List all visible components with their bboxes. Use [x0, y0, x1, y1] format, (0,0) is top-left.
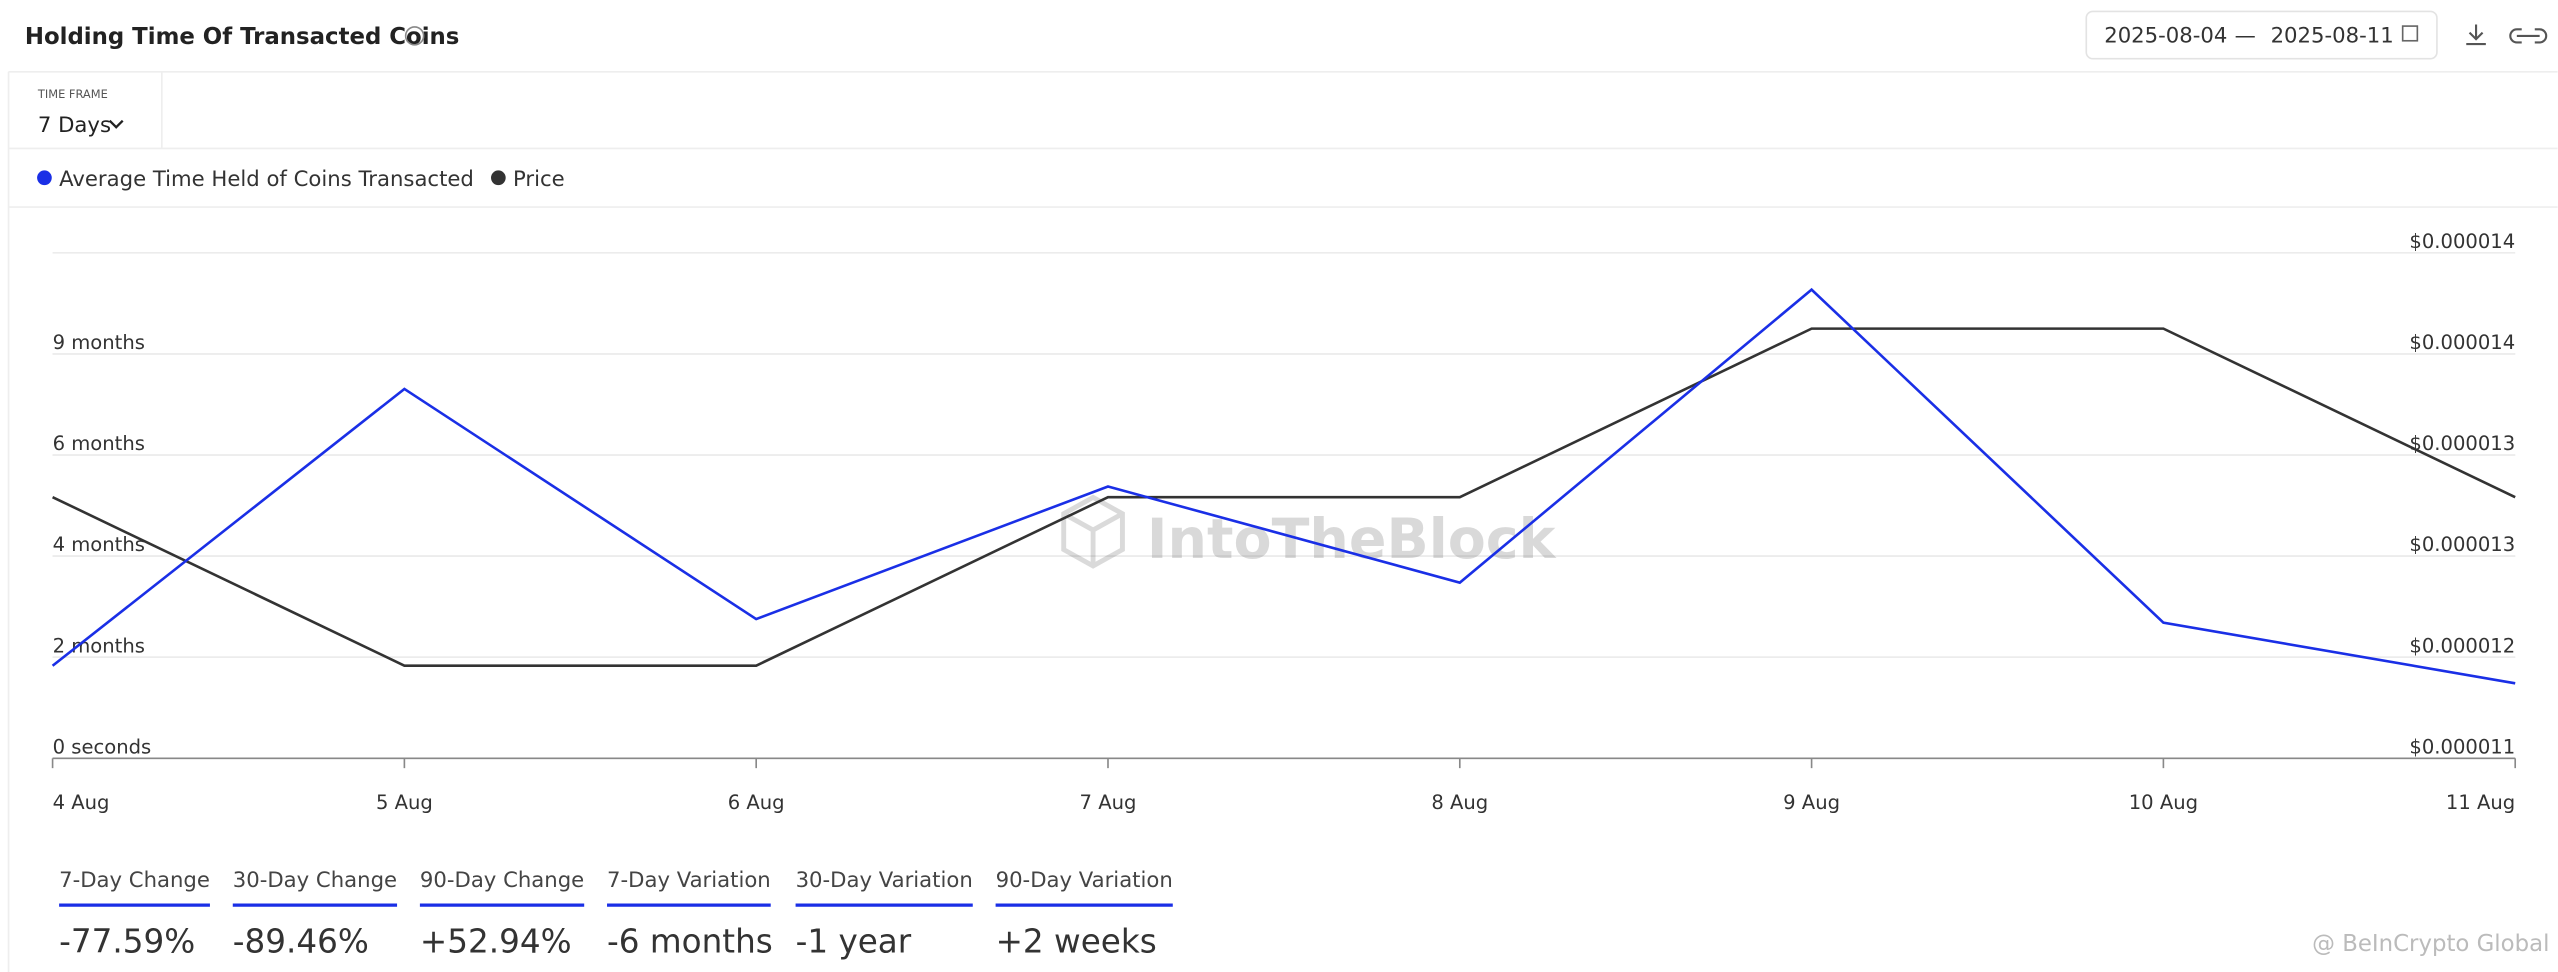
- time-frame-label: TIME FRAME: [37, 87, 108, 101]
- line-series: [52, 327, 2516, 667]
- y-tick-label: 0 seconds: [53, 735, 152, 758]
- watermark: IntoTheBlock: [1061, 494, 1557, 572]
- x-tick-label: 5 Aug: [376, 791, 433, 814]
- y2-tick-label: $0.000013: [2409, 533, 2515, 556]
- y-tick-label: 2 months: [53, 634, 145, 657]
- y2-tick-label: $0.000014: [2409, 331, 2515, 354]
- y2-tick-label: $0.000014: [2409, 230, 2515, 253]
- y-tick-label: 9 months: [53, 331, 145, 354]
- date-to: 2025-08-11: [2271, 22, 2394, 47]
- x-tick-label: 11 Aug: [2446, 791, 2515, 814]
- x-tick-label: 4 Aug: [53, 791, 110, 814]
- x-tick-label: 8 Aug: [1431, 791, 1488, 814]
- title: Holding Time Of Transacted Coins: [25, 24, 460, 50]
- watermark-logo: [1061, 494, 1125, 569]
- stat-label: 30-Day Change: [233, 867, 397, 892]
- date-range[interactable]: [2085, 10, 2438, 60]
- y2-tick-label: $0.000011: [2409, 735, 2515, 758]
- stat-value: -1 year: [796, 922, 912, 960]
- x-tick-label: 6 Aug: [728, 791, 785, 814]
- stat-label: 90-Day Change: [420, 867, 584, 892]
- y2-tick-label: $0.000013: [2409, 432, 2515, 455]
- date-from: 2025-08-04: [2104, 22, 2227, 47]
- stat-label: 30-Day Variation: [796, 867, 973, 892]
- stat-value: -89.46%: [233, 922, 369, 960]
- watermark-text: IntoTheBlock: [1147, 508, 1557, 572]
- stat-label: 7-Day Change: [59, 867, 210, 892]
- dropdown-icon[interactable]: [108, 119, 124, 129]
- y2-tick-label: $0.000012: [2409, 634, 2515, 657]
- link-icon[interactable]: [2509, 28, 2548, 44]
- stat-label: 90-Day Variation: [996, 867, 1173, 892]
- stat-label: 7-Day Variation: [607, 867, 771, 892]
- stat-value: -77.59%: [59, 922, 195, 960]
- legend-label: Price: [513, 166, 565, 191]
- legend-marker: [491, 170, 506, 186]
- y-tick-label: 6 months: [53, 432, 145, 455]
- date-sep: —: [2235, 22, 2256, 47]
- x-tick-label: 7 Aug: [1080, 791, 1137, 814]
- x-tick-label: 10 Aug: [2129, 791, 2198, 814]
- y-tick-label: 4 months: [53, 533, 145, 556]
- line-series: [51, 287, 2516, 685]
- legend-label: Average Time Held of Coins Transacted: [59, 166, 474, 191]
- help-icon[interactable]: [404, 26, 425, 46]
- x-tick-label: 9 Aug: [1783, 791, 1840, 814]
- time-frame[interactable]: 7 Days: [38, 112, 111, 137]
- stat-value: +52.94%: [420, 922, 572, 960]
- stat-value: -6 months: [607, 922, 773, 960]
- calendar-icon[interactable]: [2401, 25, 2419, 42]
- stat-value: +2 weeks: [996, 922, 1157, 960]
- legend-marker: [37, 170, 52, 186]
- download-icon[interactable]: [2466, 24, 2486, 46]
- watermark-text: @ BeInCrypto Global: [2312, 931, 2549, 957]
